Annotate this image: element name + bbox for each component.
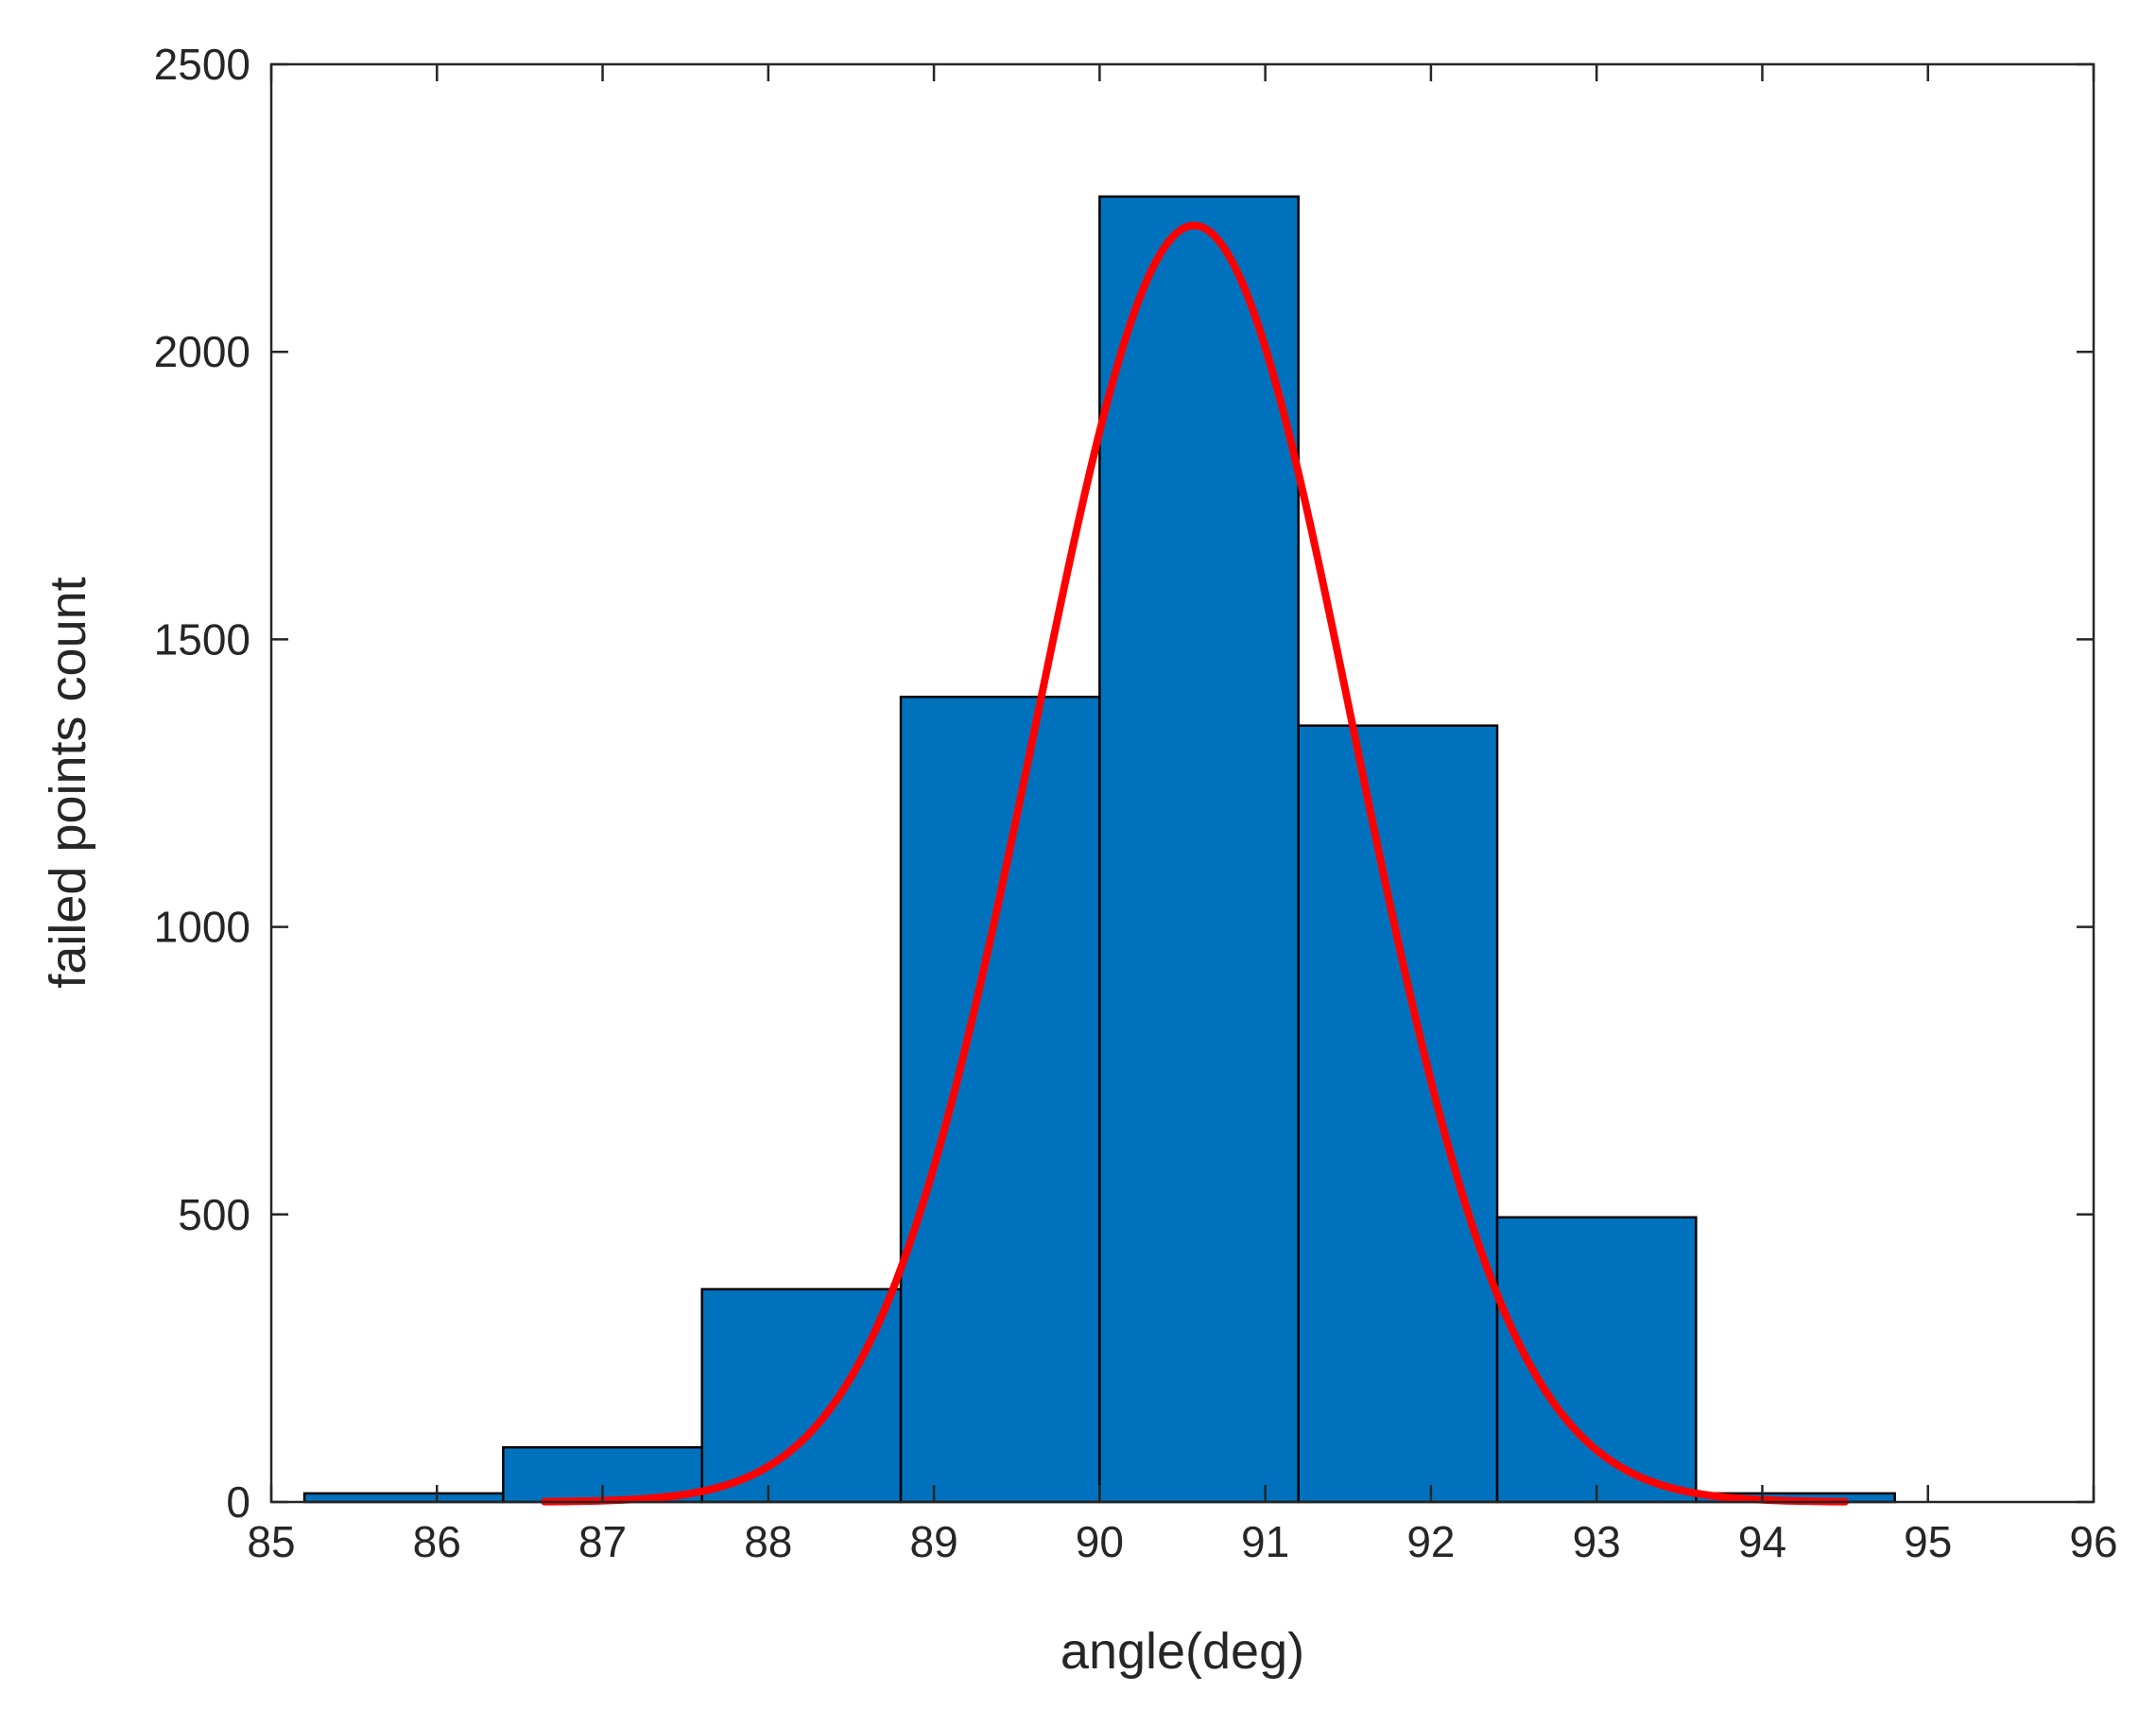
y-axis-title: failed points count: [40, 577, 96, 988]
x-tick-label-96: 96: [2069, 1517, 2117, 1566]
x-axis-ticks: 85 86 87 88 89 90 91 92 93 94 95 96: [247, 64, 2118, 1566]
normal-fit-curve: [541, 221, 1850, 1506]
histogram-bar-3: [700, 1287, 903, 1504]
x-tick-label-95: 95: [1904, 1517, 1952, 1566]
x-tick-label-91: 91: [1241, 1517, 1289, 1566]
x-tick-label-88: 88: [744, 1517, 792, 1566]
x-axis-title: angle(deg): [1061, 1623, 1304, 1680]
x-tick-label-93: 93: [1573, 1517, 1621, 1566]
x-tick-label-92: 92: [1406, 1517, 1455, 1566]
x-tick-label-94: 94: [1738, 1517, 1786, 1566]
histogram-bar-6: [1297, 724, 1499, 1504]
histogram-bar-4: [899, 695, 1101, 1504]
x-tick-label-90: 90: [1076, 1517, 1124, 1566]
y-tick-label-1500: 1500: [154, 614, 250, 664]
y-tick-label-2500: 2500: [154, 40, 250, 89]
x-tick-label-86: 86: [413, 1517, 461, 1566]
y-tick-label-0: 0: [226, 1477, 250, 1527]
histogram-bars: [302, 195, 1896, 1504]
x-tick-label-87: 87: [578, 1517, 627, 1566]
y-tick-label-2000: 2000: [154, 327, 250, 376]
x-tick-label-89: 89: [910, 1517, 958, 1566]
x-tick-label-85: 85: [247, 1517, 295, 1566]
y-tick-label-500: 500: [178, 1190, 250, 1239]
y-axis-ticks: 0 500 1000 1500 2000 2500: [154, 40, 2094, 1527]
histogram-bar-1: [302, 1492, 505, 1504]
y-tick-label-1000: 1000: [154, 903, 250, 952]
axes-box: [269, 62, 2096, 1504]
histogram-bar-5: [1098, 195, 1300, 1504]
